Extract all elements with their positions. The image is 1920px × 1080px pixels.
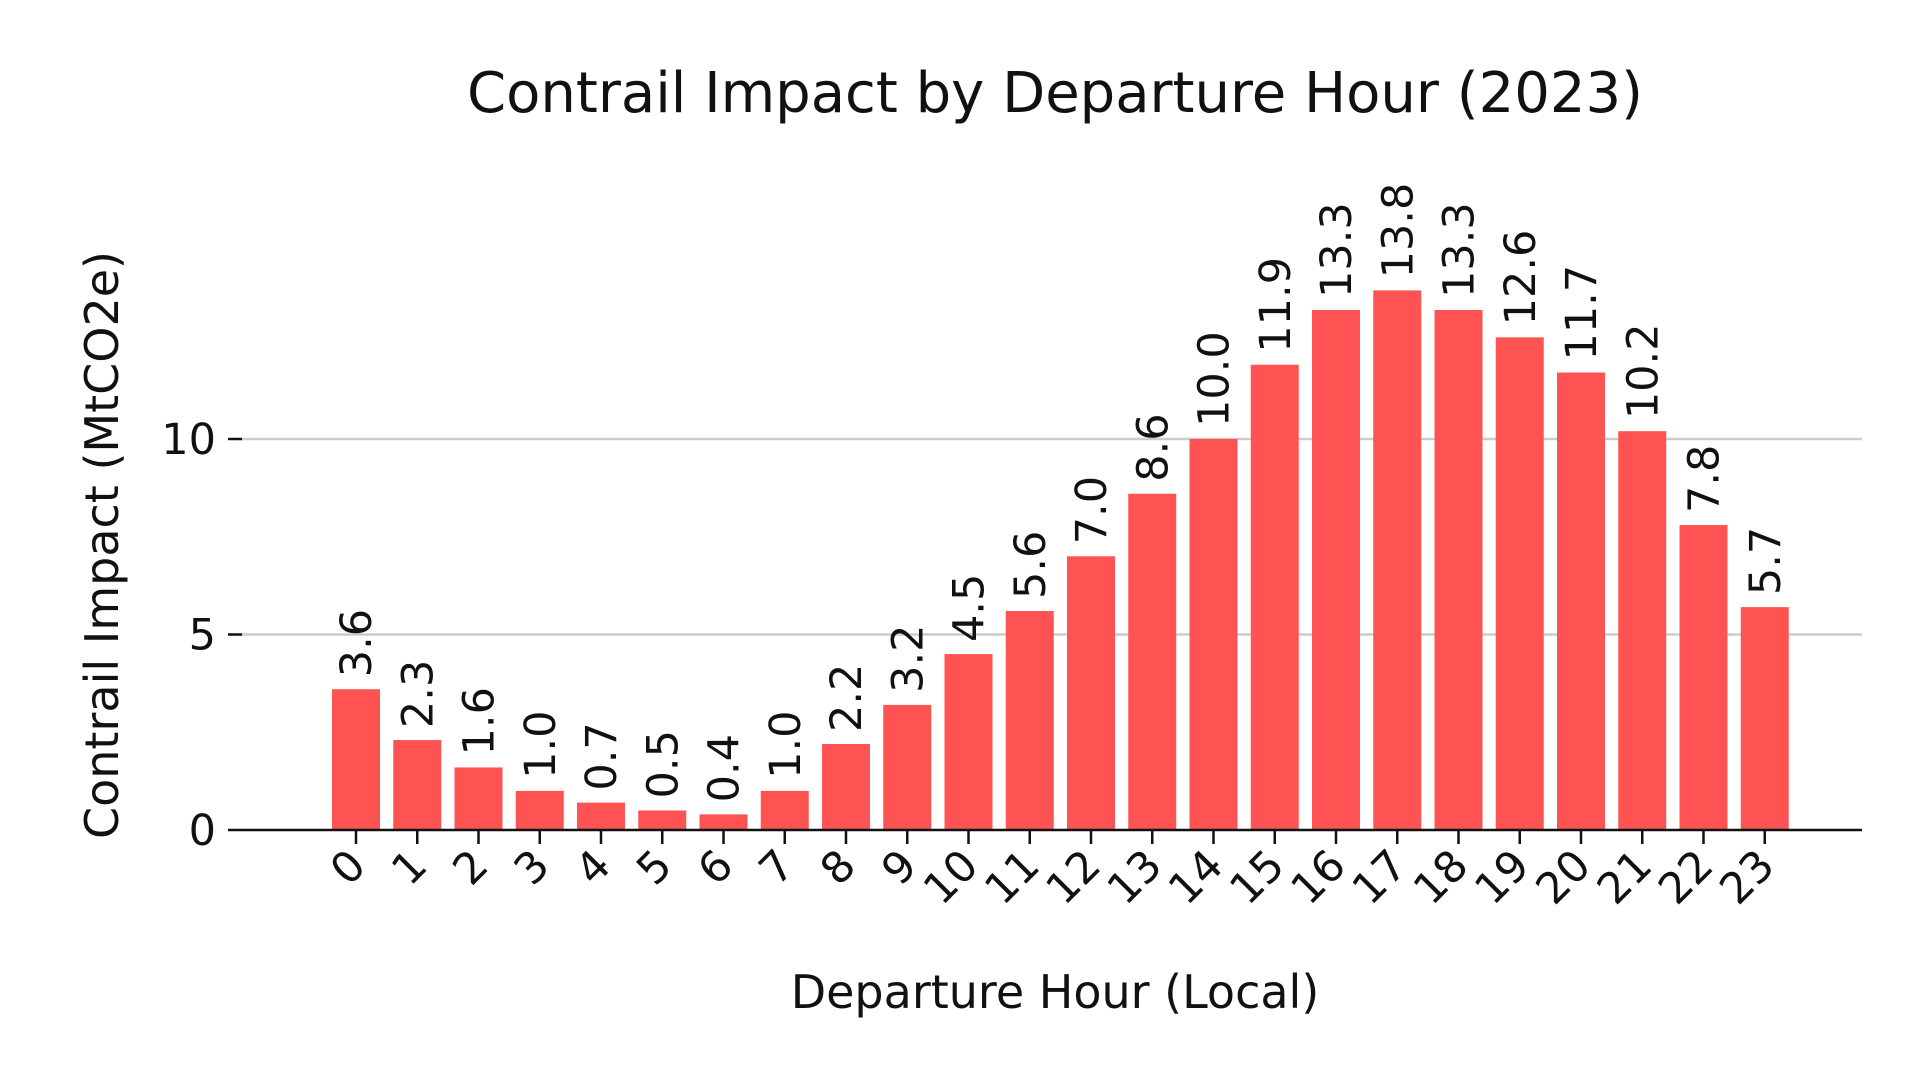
bar: [1618, 431, 1667, 830]
bar: [1679, 525, 1728, 830]
bar-value-label: 10.0: [1190, 331, 1240, 427]
bar-value-label: 8.6: [1128, 413, 1178, 481]
bar: [760, 790, 809, 830]
bar: [822, 743, 870, 830]
bar: [1312, 309, 1360, 831]
bar: [1250, 364, 1299, 830]
bar: [1557, 372, 1605, 830]
bar-value-label: 2.3: [393, 660, 443, 728]
y-axis-label: Contrail Impact (MtCO2e): [75, 251, 129, 839]
bar-value-label: 2.2: [822, 664, 872, 732]
bar: [393, 740, 442, 830]
y-tick-label: 5: [189, 611, 216, 661]
bar-value-label: 5.6: [1006, 531, 1056, 599]
data-labels: 3.62.3 1.6 1.0 0.7 0.5 0.4 1.02.23.24.55.67.08…: [332, 183, 1791, 803]
bar-value-label: 12.6: [1496, 230, 1546, 326]
bars: [332, 290, 1789, 831]
bar-value-label: 1.0: [761, 711, 811, 779]
bar: [454, 767, 503, 830]
bar: [1005, 611, 1054, 830]
bar: [1495, 337, 1544, 830]
bar-value-label: 7.0: [1067, 476, 1117, 544]
bar-value-label: 3.6: [332, 609, 382, 677]
bar-value-label: 10.2: [1618, 323, 1668, 419]
bar: [638, 810, 687, 830]
bar: [1128, 493, 1177, 830]
bar: [883, 704, 932, 830]
bar: [515, 790, 564, 830]
bar-value-label: 13.3: [1435, 202, 1485, 298]
bar-value-label: 11.7: [1557, 265, 1607, 361]
bar-value-label: 1.0: [516, 711, 566, 779]
bar: [944, 654, 993, 830]
bar: [1434, 309, 1483, 831]
x-axis-label: Departure Hour (Local): [791, 965, 1320, 1019]
bar: [1740, 607, 1789, 830]
bar-value-label: 13.3: [1312, 202, 1362, 298]
chart-title: Contrail Impact by Departure Hour (2023): [467, 61, 1643, 126]
bar-value-label: 11.9: [1251, 257, 1301, 353]
bar: [699, 814, 748, 830]
bar-value-label: 7.8: [1680, 445, 1730, 513]
y-tick-label: 10: [161, 415, 216, 465]
bar-value-label: 3.2: [883, 624, 933, 692]
bar: [1067, 556, 1115, 830]
bar: [577, 802, 625, 830]
bar-value-label: 0.7: [577, 722, 627, 790]
bar-value-label: 4.5: [945, 574, 995, 642]
y-tick-label: 0: [189, 806, 216, 856]
bar-value-label: 5.7: [1741, 527, 1791, 595]
bar-value-label: 1.6: [455, 687, 505, 755]
bar: [1189, 439, 1238, 830]
bar: [332, 689, 380, 830]
bar-value-label: 0.4: [700, 734, 750, 802]
bar-value-label: 13.8: [1373, 183, 1423, 279]
bar: [1373, 290, 1422, 830]
bar-value-label: 0.5: [638, 730, 688, 798]
